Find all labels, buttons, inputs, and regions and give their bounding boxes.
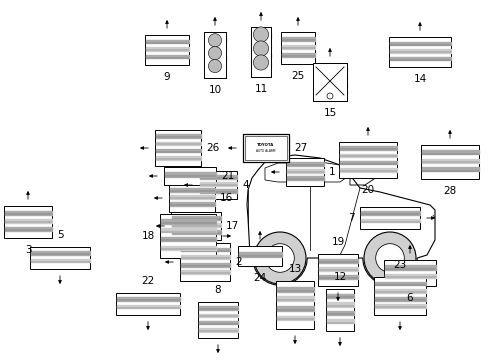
FancyBboxPatch shape xyxy=(169,184,215,212)
Bar xyxy=(243,134,288,162)
Text: 9: 9 xyxy=(163,72,170,82)
Text: 27: 27 xyxy=(293,143,306,153)
Circle shape xyxy=(253,27,268,42)
Text: 2: 2 xyxy=(235,257,241,267)
Text: 11: 11 xyxy=(254,84,267,94)
Circle shape xyxy=(253,232,305,284)
FancyBboxPatch shape xyxy=(198,302,238,338)
FancyBboxPatch shape xyxy=(160,214,216,258)
FancyBboxPatch shape xyxy=(238,246,282,266)
Text: 10: 10 xyxy=(208,85,221,95)
Text: 15: 15 xyxy=(323,108,336,118)
Bar xyxy=(250,27,270,77)
Text: 28: 28 xyxy=(443,186,456,196)
Text: 19: 19 xyxy=(331,237,344,247)
FancyBboxPatch shape xyxy=(30,247,90,269)
Bar xyxy=(312,63,346,101)
FancyBboxPatch shape xyxy=(312,63,346,101)
Circle shape xyxy=(253,41,268,56)
Text: 13: 13 xyxy=(288,264,301,274)
Text: 21: 21 xyxy=(221,171,234,181)
FancyBboxPatch shape xyxy=(317,254,357,286)
Circle shape xyxy=(326,93,332,99)
Text: TOYOTA: TOYOTA xyxy=(257,143,274,147)
FancyBboxPatch shape xyxy=(250,27,270,77)
Circle shape xyxy=(208,46,221,60)
Text: 3: 3 xyxy=(24,245,31,255)
Text: 6: 6 xyxy=(406,293,412,303)
Text: 23: 23 xyxy=(392,260,406,270)
Circle shape xyxy=(363,232,415,284)
FancyBboxPatch shape xyxy=(171,212,221,240)
Text: 22: 22 xyxy=(141,276,154,286)
FancyBboxPatch shape xyxy=(155,130,201,166)
FancyBboxPatch shape xyxy=(180,243,229,281)
Text: 16: 16 xyxy=(220,193,233,203)
Text: 25: 25 xyxy=(291,71,304,81)
Circle shape xyxy=(375,244,404,272)
FancyBboxPatch shape xyxy=(383,260,435,286)
FancyBboxPatch shape xyxy=(281,32,314,64)
Text: 7: 7 xyxy=(347,213,354,223)
FancyBboxPatch shape xyxy=(285,158,324,186)
FancyBboxPatch shape xyxy=(243,134,288,162)
FancyBboxPatch shape xyxy=(4,206,52,238)
Text: 14: 14 xyxy=(412,74,426,84)
Circle shape xyxy=(208,59,221,73)
Text: 20: 20 xyxy=(361,185,374,195)
Text: 5: 5 xyxy=(57,230,63,240)
FancyBboxPatch shape xyxy=(145,35,189,65)
FancyBboxPatch shape xyxy=(338,142,396,178)
Text: AUTO ALARM: AUTO ALARM xyxy=(256,149,275,153)
Text: 17: 17 xyxy=(225,221,239,231)
FancyBboxPatch shape xyxy=(199,171,237,199)
Text: 1: 1 xyxy=(328,167,335,177)
FancyBboxPatch shape xyxy=(116,293,180,315)
Text: 24: 24 xyxy=(253,273,266,283)
Circle shape xyxy=(253,55,268,70)
FancyBboxPatch shape xyxy=(163,167,216,185)
Bar xyxy=(244,136,286,160)
Text: 8: 8 xyxy=(214,285,221,295)
Text: 18: 18 xyxy=(142,231,155,241)
Circle shape xyxy=(265,244,294,272)
FancyBboxPatch shape xyxy=(275,281,313,329)
FancyBboxPatch shape xyxy=(420,145,478,179)
Circle shape xyxy=(208,34,221,47)
Text: 26: 26 xyxy=(205,143,219,153)
FancyBboxPatch shape xyxy=(325,289,353,331)
Bar xyxy=(203,32,225,78)
FancyBboxPatch shape xyxy=(203,32,225,78)
Text: 4: 4 xyxy=(242,180,248,190)
Text: 12: 12 xyxy=(333,272,346,282)
FancyBboxPatch shape xyxy=(373,277,425,315)
FancyBboxPatch shape xyxy=(359,207,419,229)
FancyBboxPatch shape xyxy=(388,37,450,67)
